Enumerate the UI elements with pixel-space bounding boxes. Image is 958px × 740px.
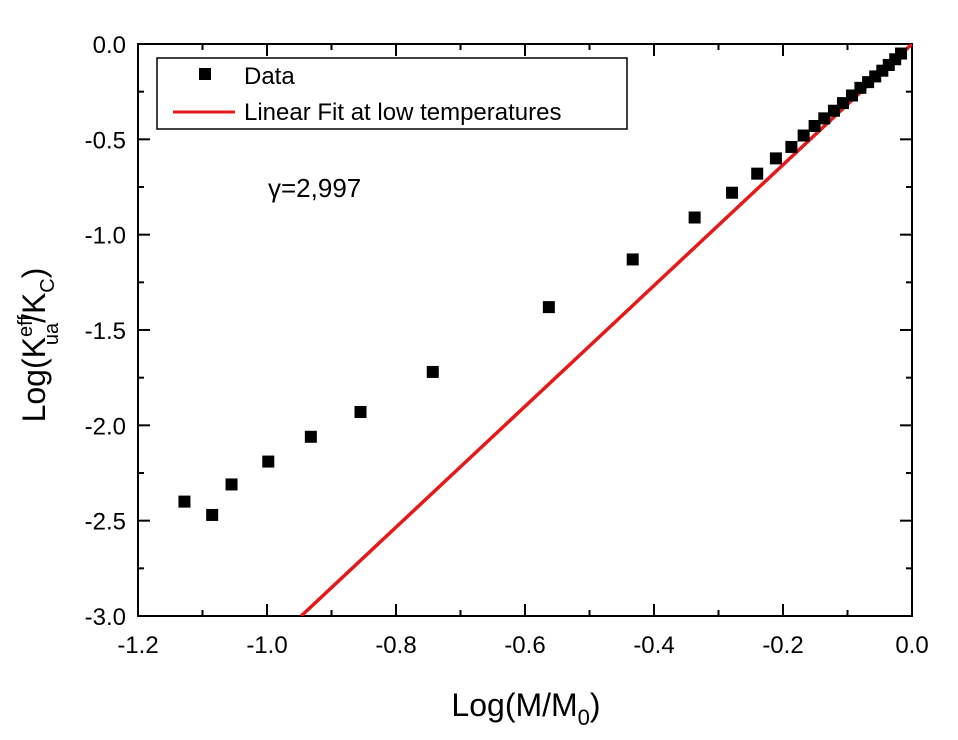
- data-point: [808, 119, 821, 132]
- data-point: [751, 167, 764, 180]
- x-axis-ticks: [137, 44, 913, 616]
- y-tick-label: -3.0: [85, 604, 126, 631]
- data-point: [304, 430, 317, 443]
- y-axis-title-sub: ua: [41, 322, 63, 345]
- x-tick-label: -0.4: [633, 632, 674, 659]
- x-tick-label: -1.0: [246, 632, 287, 659]
- fit-line-group: [299, 44, 912, 616]
- legend-box: [156, 57, 628, 130]
- y-tick-label: 0.0: [93, 32, 126, 59]
- data-point: [688, 211, 701, 224]
- legend-marker-data: [199, 68, 211, 80]
- data-point: [769, 152, 782, 165]
- data-point: [426, 365, 439, 378]
- data-point: [542, 301, 555, 314]
- y-tick-label: -0.5: [85, 127, 126, 154]
- data-point: [178, 495, 191, 508]
- y-axis-title-main: Log(K: [16, 337, 52, 422]
- data-point: [354, 405, 367, 418]
- y-axis-title-end: ): [16, 268, 52, 279]
- y-axis-title-mid: /K: [16, 293, 52, 323]
- x-axis-title-sub: 0: [578, 705, 590, 730]
- x-tick-label: 0.0: [895, 632, 928, 659]
- x-tick-label: -0.6: [504, 632, 545, 659]
- data-point: [726, 186, 739, 199]
- plot-frame: [137, 43, 913, 617]
- data-point: [797, 129, 810, 142]
- y-tick-label: -1.0: [85, 223, 126, 250]
- data-point: [818, 112, 831, 125]
- y-axis-title-sub2: C: [37, 278, 59, 292]
- data-points: [178, 47, 908, 521]
- data-point: [262, 455, 275, 468]
- data-point: [206, 508, 219, 521]
- x-axis-tick-labels: -1.2 -1.0 -0.8 -0.6 -0.4 -0.2 0.0: [117, 632, 928, 659]
- data-point: [626, 253, 639, 266]
- y-axis-title-sup: eff: [15, 315, 37, 337]
- x-axis-title: Log(M/M0): [451, 687, 600, 730]
- data-point: [785, 140, 798, 153]
- y-axis-title: Log(Keff ua/KC): [15, 268, 63, 423]
- x-tick-label: -0.2: [762, 632, 803, 659]
- data-point: [827, 104, 840, 117]
- data-point: [882, 58, 895, 71]
- legend-label-data: Data: [244, 63, 295, 90]
- y-tick-label: -2.5: [85, 509, 126, 536]
- x-tick-label: -0.8: [375, 632, 416, 659]
- data-point: [895, 47, 908, 60]
- legend-label-fit: Linear Fit at low temperatures: [244, 99, 561, 126]
- x-tick-label: -1.2: [117, 632, 158, 659]
- data-point: [836, 97, 849, 110]
- x-axis-title-main: Log(M/M: [451, 687, 577, 723]
- gamma-annotation: γ=2,997: [268, 173, 361, 203]
- y-tick-label: -2.0: [85, 413, 126, 440]
- data-point: [225, 478, 238, 491]
- y-tick-label: -1.5: [85, 318, 126, 345]
- y-axis-ticks: [138, 43, 912, 617]
- y-axis-tick-labels: 0.0 -0.5 -1.0 -1.5 -2.0 -2.5 -3.0: [85, 32, 126, 631]
- legend: Data Linear Fit at low temperatures: [156, 57, 628, 130]
- x-axis-title-end: ): [590, 687, 601, 723]
- fit-line: [299, 44, 912, 616]
